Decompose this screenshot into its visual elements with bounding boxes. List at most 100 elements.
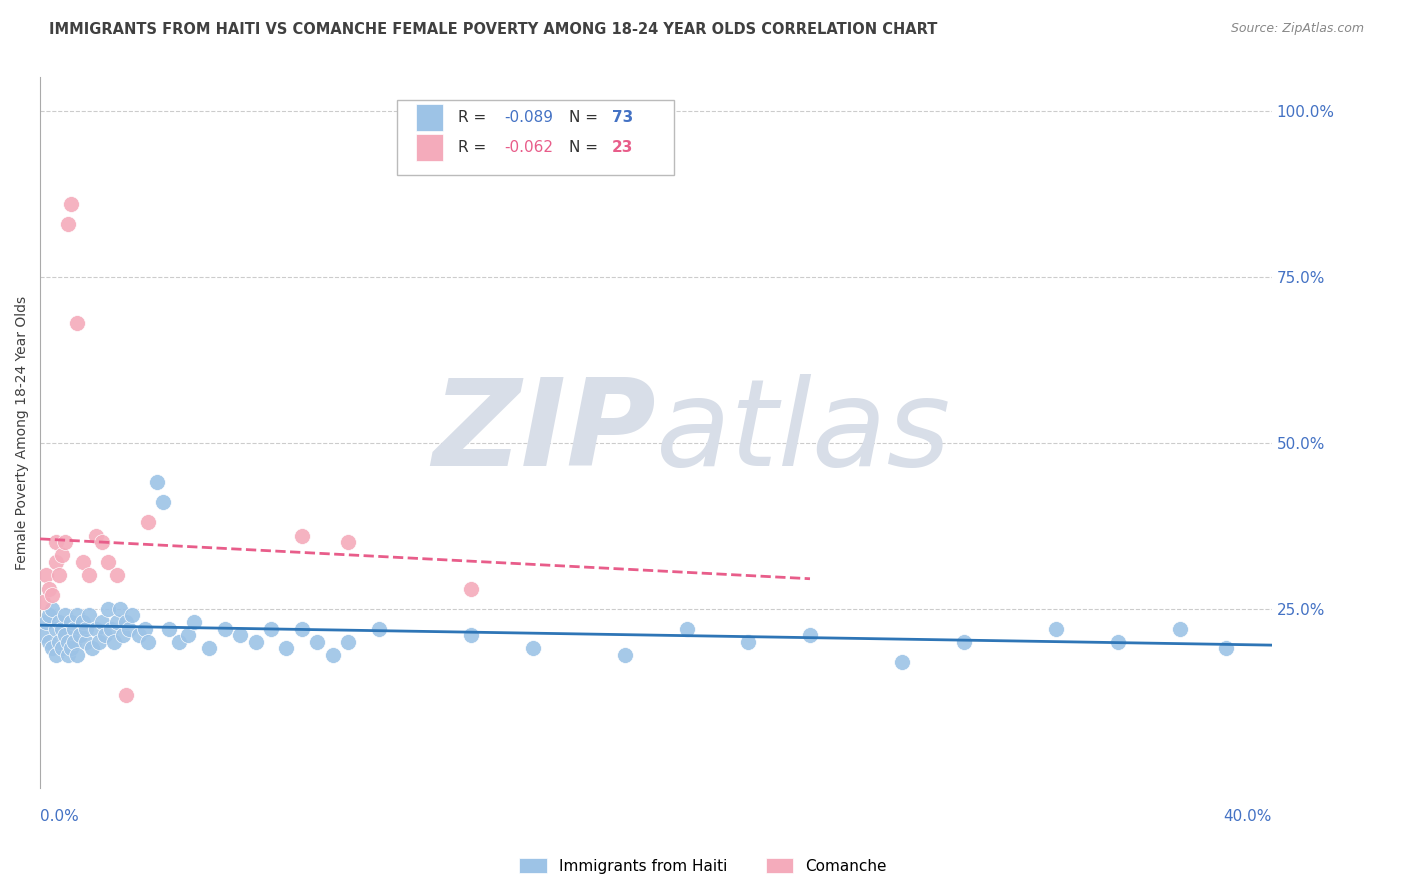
Point [1045,622,1067,636]
Text: -0.089: -0.089 [505,110,554,125]
Point [183,615,205,629]
Text: N =: N = [568,140,602,155]
Text: 0.0%: 0.0% [41,809,79,824]
Point [75,622,97,636]
Point [167,635,190,649]
Point [87,635,110,649]
Point [63,635,86,649]
Point [115,615,138,629]
Text: ZIP: ZIP [432,374,657,491]
Point [276,641,298,656]
Point [737,635,759,649]
Point [675,622,697,636]
Text: R =: R = [458,140,491,155]
Point [48,635,70,649]
Point [105,568,128,582]
Text: Source: ZipAtlas.com: Source: ZipAtlas.com [1230,22,1364,36]
Point [69,628,91,642]
Point [614,648,637,662]
Point [53,608,76,623]
Point [59,615,82,629]
Point [51,641,73,656]
Point [66,648,89,662]
Point [522,641,544,656]
Point [41,601,63,615]
Point [48,568,70,582]
FancyBboxPatch shape [398,100,675,175]
Point [41,588,63,602]
FancyBboxPatch shape [416,134,443,161]
Point [97,555,120,569]
Text: atlas: atlas [657,374,952,491]
Point [79,568,101,582]
Point [66,608,89,623]
Point [146,475,169,490]
Point [44,648,66,662]
Point [82,641,104,656]
Point [56,648,79,662]
Point [136,635,159,649]
Text: IMMIGRANTS FROM HAITI VS COMANCHE FEMALE POVERTY AMONG 18-24 YEAR OLDS CORRELATI: IMMIGRANTS FROM HAITI VS COMANCHE FEMALE… [49,22,938,37]
Point [94,628,117,642]
Point [260,622,283,636]
Point [44,622,66,636]
Point [1168,622,1191,636]
Point [59,196,82,211]
Point [105,615,128,629]
Point [307,635,329,649]
Point [367,622,389,636]
Point [245,635,267,649]
Point [198,641,221,656]
Point [291,622,314,636]
Point [128,628,150,642]
Point [90,535,112,549]
Point [56,635,79,649]
Point [38,582,60,596]
Point [460,582,482,596]
Point [97,601,120,615]
Point [72,615,94,629]
Point [51,622,73,636]
FancyBboxPatch shape [416,103,443,131]
Point [44,555,66,569]
Point [84,528,107,542]
Y-axis label: Female Poverty Among 18-24 Year Olds: Female Poverty Among 18-24 Year Olds [15,295,30,570]
Point [103,635,125,649]
Point [72,555,94,569]
Text: -0.062: -0.062 [505,140,554,155]
Point [891,655,914,669]
Point [291,528,314,542]
Text: 73: 73 [612,110,633,125]
Point [32,628,55,642]
Point [108,601,131,615]
Point [53,535,76,549]
Point [79,608,101,623]
Point [1215,641,1237,656]
Point [41,641,63,656]
Point [56,217,79,231]
Point [229,628,252,642]
Point [134,622,156,636]
Point [100,622,122,636]
Point [32,595,55,609]
Point [118,622,141,636]
Point [799,628,821,642]
Point [115,688,138,702]
Point [75,635,97,649]
Point [177,628,200,642]
Point [38,635,60,649]
Text: 40.0%: 40.0% [1223,809,1272,824]
Legend: Immigrants from Haiti, Comanche: Immigrants from Haiti, Comanche [513,852,893,880]
Text: N =: N = [568,110,602,125]
Point [337,535,360,549]
Text: 23: 23 [612,140,633,155]
Point [66,316,89,330]
Point [322,648,344,662]
Point [48,615,70,629]
Point [136,516,159,530]
Point [121,608,143,623]
Text: R =: R = [458,110,491,125]
Point [35,615,58,629]
Point [159,622,181,636]
Point [1107,635,1129,649]
